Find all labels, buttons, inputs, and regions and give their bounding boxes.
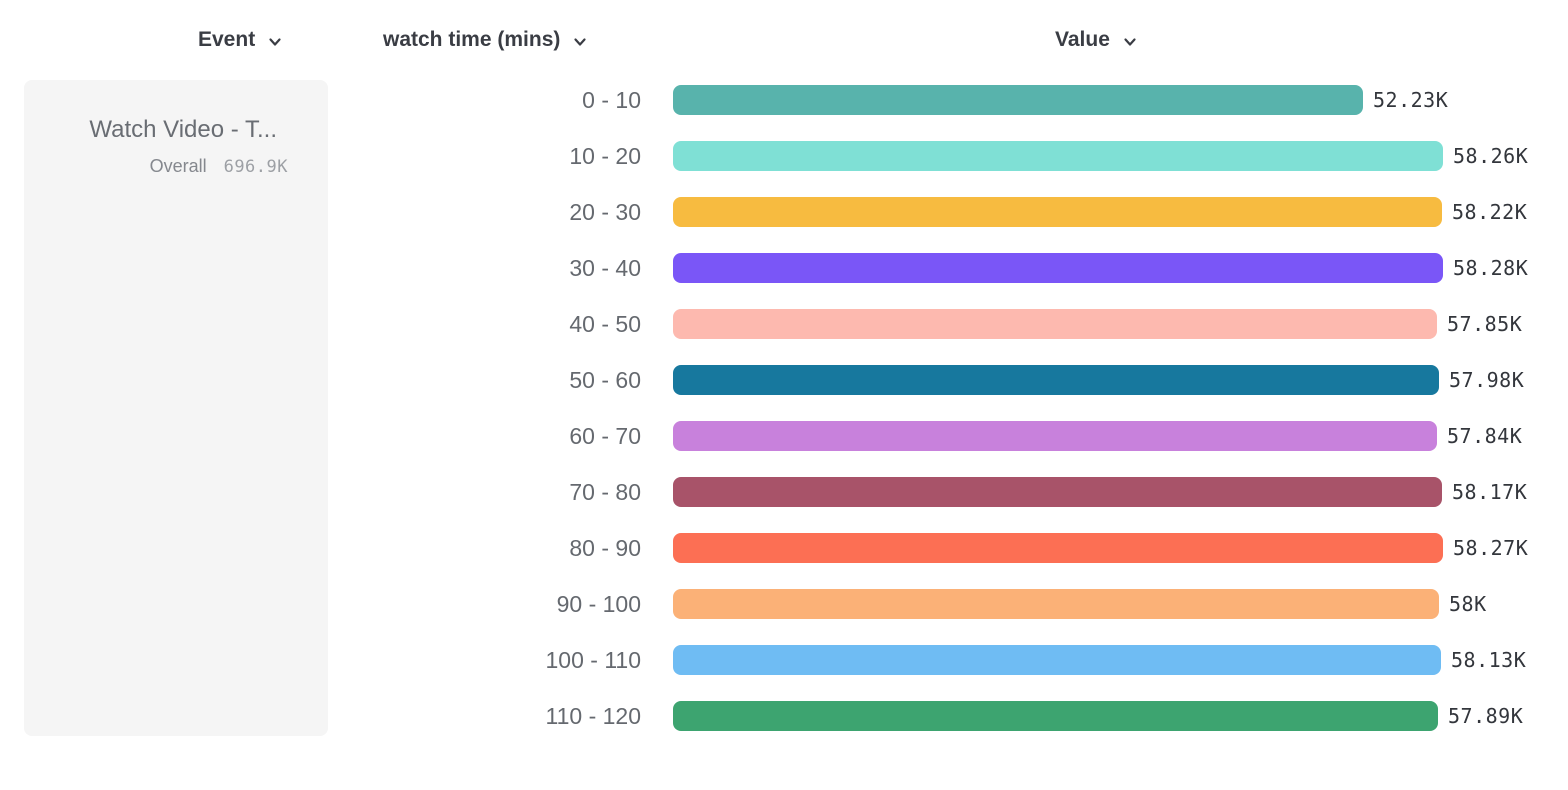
bar-value-label: 58.22K xyxy=(1452,200,1528,224)
category-label: 0 - 10 xyxy=(582,87,641,113)
category-label: 10 - 20 xyxy=(569,143,641,169)
chart-row: 80 - 90 58.27K xyxy=(0,533,1568,563)
column-header-breakdown[interactable]: watch time (mins) xyxy=(383,28,587,52)
bar-value-label: 57.84K xyxy=(1447,424,1523,448)
chart-row: 70 - 80 58.17K xyxy=(0,477,1568,507)
category-label: 110 - 120 xyxy=(545,703,641,729)
category-label: 20 - 30 xyxy=(569,199,641,225)
chart-row: 110 - 120 57.89K xyxy=(0,701,1568,731)
bar[interactable] xyxy=(673,589,1439,619)
chart-row: 20 - 30 58.22K xyxy=(0,197,1568,227)
event-overall-row: Overall 696.9K xyxy=(24,156,288,177)
bar[interactable] xyxy=(673,85,1363,115)
bar-value-label: 58.13K xyxy=(1451,648,1527,672)
chart-row: 30 - 40 58.28K xyxy=(0,253,1568,283)
category-label: 100 - 110 xyxy=(545,647,641,673)
column-header-value[interactable]: Value xyxy=(1055,28,1137,52)
category-label: 60 - 70 xyxy=(569,423,641,449)
bar[interactable] xyxy=(673,701,1438,731)
bar-value-label: 58.26K xyxy=(1453,144,1529,168)
category-label: 50 - 60 xyxy=(569,367,641,393)
chart-row: 10 - 20 58.26K xyxy=(0,141,1568,171)
chart-row: 90 - 100 58K xyxy=(0,589,1568,619)
bar-value-label: 58.17K xyxy=(1452,480,1528,504)
column-header-event-label: Event xyxy=(198,28,256,51)
bar-value-label: 57.85K xyxy=(1447,312,1523,336)
bar-value-label: 57.98K xyxy=(1449,368,1525,392)
category-label: 80 - 90 xyxy=(569,535,641,561)
overall-value: 696.9K xyxy=(223,157,288,177)
bar[interactable] xyxy=(673,253,1443,283)
category-label: 40 - 50 xyxy=(569,311,641,337)
chart-row: 0 - 10 52.23K xyxy=(0,85,1568,115)
column-header-breakdown-label: watch time (mins) xyxy=(383,28,561,51)
chevron-down-icon xyxy=(574,37,586,46)
bar[interactable] xyxy=(673,197,1442,227)
bar[interactable] xyxy=(673,645,1441,675)
bar[interactable] xyxy=(673,309,1437,339)
chart-row: 100 - 110 58.13K xyxy=(0,645,1568,675)
column-header-value-label: Value xyxy=(1055,28,1110,51)
category-label: 90 - 100 xyxy=(556,591,641,617)
bar[interactable] xyxy=(673,533,1443,563)
overall-label: Overall xyxy=(149,156,207,176)
column-header-event[interactable]: Event xyxy=(198,28,282,52)
chart-row: 40 - 50 57.85K xyxy=(0,309,1568,339)
event-card[interactable]: Watch Video - T... Overall 696.9K xyxy=(24,80,328,736)
category-label: 70 - 80 xyxy=(569,479,641,505)
bar[interactable] xyxy=(673,141,1443,171)
chart-row: 60 - 70 57.84K xyxy=(0,421,1568,451)
bar[interactable] xyxy=(673,421,1437,451)
category-label: 30 - 40 xyxy=(569,255,641,281)
bar-value-label: 58.27K xyxy=(1453,536,1529,560)
event-title: Watch Video - T... xyxy=(89,116,277,143)
bar-value-label: 57.89K xyxy=(1448,704,1524,728)
chart-row: 50 - 60 57.98K xyxy=(0,365,1568,395)
bar-value-label: 58K xyxy=(1449,592,1487,616)
bar[interactable] xyxy=(673,365,1439,395)
chevron-down-icon xyxy=(269,37,281,46)
chevron-down-icon xyxy=(1124,37,1136,46)
bar[interactable] xyxy=(673,477,1442,507)
bar-value-label: 52.23K xyxy=(1373,88,1449,112)
bar-value-label: 58.28K xyxy=(1453,256,1529,280)
